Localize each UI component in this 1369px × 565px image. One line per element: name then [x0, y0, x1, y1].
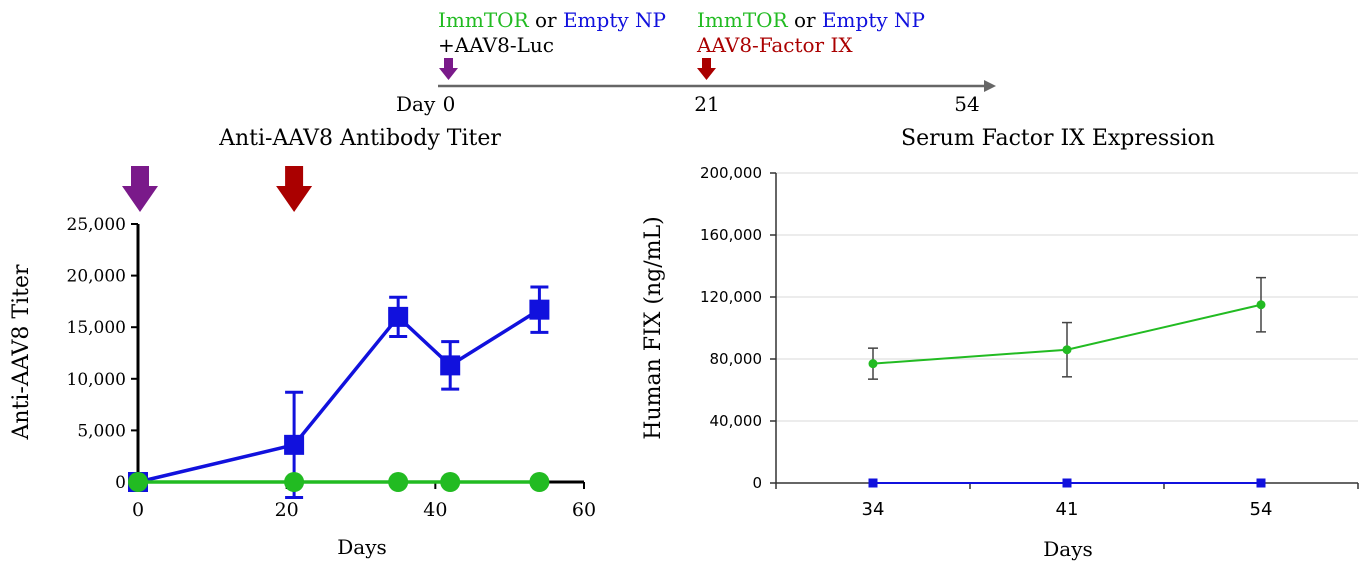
data-point: [1062, 478, 1072, 488]
data-point: [440, 472, 461, 492]
treatment-arrow-icon: [276, 166, 313, 212]
timeline-day0-label: 0: [443, 92, 456, 116]
timeline-day21-or: or: [788, 8, 822, 32]
timeline-day21-treatment: ImmTOR or Empty NP: [697, 8, 925, 32]
x-tick-label: 0: [132, 499, 144, 521]
y-axis-label: Anti-AAV8 Titer: [9, 264, 34, 440]
treatment-arrow-icon: [122, 166, 158, 212]
timeline: ImmTOR or Empty NP +AAV8-Luc ImmTOR or E…: [396, 8, 996, 116]
data-point: [388, 306, 409, 327]
data-point: [388, 472, 409, 492]
x-axis-label: Days: [1043, 537, 1093, 561]
x-tick-label: 40: [423, 499, 447, 521]
data-point: [284, 434, 305, 455]
timeline-arrowhead: [984, 80, 996, 92]
y-tick-label: 160,000: [700, 226, 762, 244]
y-tick-label: 40,000: [710, 412, 763, 430]
timeline-day0-empty: Empty NP: [563, 8, 666, 32]
data-point: [1062, 345, 1072, 355]
data-point: [1256, 478, 1266, 488]
x-tick-label: 34: [862, 499, 885, 520]
y-tick-label: 15,000: [67, 318, 126, 338]
y-tick-label: 120,000: [700, 288, 762, 306]
y-tick-label: 5,000: [77, 421, 126, 441]
chart-title: Anti-AAV8 Antibody Titer: [218, 126, 501, 151]
data-point: [128, 472, 148, 492]
timeline-day0-or: or: [529, 8, 563, 32]
data-point: [868, 359, 878, 369]
antibody-titer-chart: Anti-AAV8 Antibody Titer Anti-AAV8 Titer…: [9, 126, 596, 559]
timeline-day0-immtor: ImmTOR: [438, 8, 530, 32]
timeline-day0-treatment: ImmTOR or Empty NP: [438, 8, 666, 32]
down-arrow-icon: [439, 58, 458, 80]
timeline-day0-vector: +AAV8-Luc: [438, 33, 554, 57]
data-point: [529, 472, 550, 492]
y-tick-label: 0: [115, 473, 126, 493]
data-point: [1256, 300, 1266, 310]
y-tick-label: 200,000: [700, 164, 762, 182]
y-tick-label: 20,000: [67, 267, 126, 287]
timeline-day21-immtor: ImmTOR: [697, 8, 789, 32]
y-axis-label: Human FIX (ng/mL): [641, 216, 666, 439]
x-axis-label: Days: [337, 535, 387, 559]
timeline-day21-empty: Empty NP: [822, 8, 925, 32]
data-point: [529, 299, 550, 320]
y-tick-label: 80,000: [710, 350, 763, 368]
y-tick-label: 10,000: [67, 370, 126, 390]
y-tick-label: 0: [752, 474, 762, 492]
timeline-day21-label: 21: [694, 92, 719, 116]
data-point: [868, 478, 878, 488]
down-arrow-icon: [697, 58, 716, 80]
timeline-day54-label: 54: [954, 92, 979, 116]
y-tick-label: 25,000: [67, 215, 126, 235]
x-tick-label: 54: [1250, 499, 1273, 520]
x-tick-label: 60: [572, 499, 596, 521]
series-line: [137, 308, 541, 484]
data-point: [284, 472, 305, 492]
x-tick-label: 20: [275, 499, 299, 521]
chart-title: Serum Factor IX Expression: [901, 126, 1215, 151]
x-tick-label: 41: [1056, 499, 1079, 520]
timeline-day-label: Day: [396, 92, 436, 116]
data-point: [440, 355, 461, 376]
factor-ix-chart: Serum Factor IX Expression Human FIX (ng…: [641, 126, 1359, 561]
timeline-day21-vector: AAV8-Factor IX: [696, 33, 853, 57]
